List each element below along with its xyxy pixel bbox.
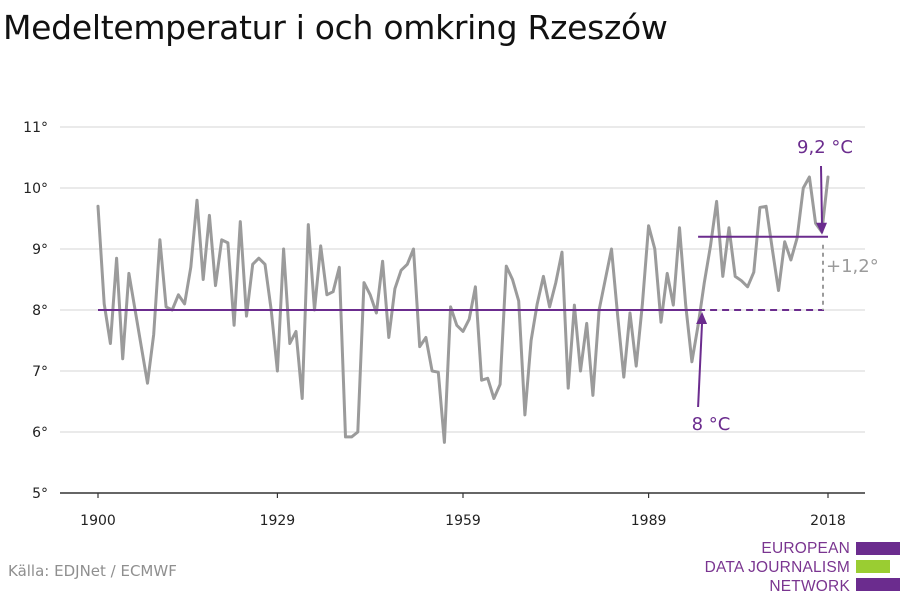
logo-bar-middle xyxy=(856,560,890,573)
arrow-recent-head xyxy=(816,222,827,235)
annotations: 8 °C 9,2 °C +1,2° xyxy=(98,137,879,435)
logo-line-1: EUROPEAN xyxy=(761,540,850,557)
chart-title: Medeltemperatur i och omkring Rzeszów xyxy=(3,8,668,47)
arrow-baseline-head xyxy=(696,312,708,324)
x-axis-ticks: 1900 1929 1959 1989 2018 xyxy=(80,493,846,529)
arrow-recent-shaft xyxy=(820,165,823,225)
x-tick-label: 2018 xyxy=(810,513,846,529)
y-tick-label: 6° xyxy=(32,425,48,441)
delta-label: +1,2° xyxy=(826,256,879,277)
recent-average-label: 9,2 °C xyxy=(797,137,853,158)
logo-line-2: DATA JOURNALISM xyxy=(704,559,850,576)
y-tick-label: 7° xyxy=(32,364,48,380)
edjnet-logo: EUROPEAN DATA JOURNALISM NETWORK xyxy=(700,537,900,597)
x-tick-label: 1900 xyxy=(80,513,116,529)
logo-bar-top xyxy=(856,542,900,555)
logo-line-3: NETWORK xyxy=(769,578,850,595)
y-axis-ticks: 5° 6° 7° 8° 9° 10° 11° xyxy=(23,120,48,502)
y-tick-label: 8° xyxy=(32,303,48,319)
series xyxy=(96,175,830,444)
x-tick-label: 1959 xyxy=(445,513,481,529)
baseline-label: 8 °C xyxy=(692,414,731,435)
x-tick-label: 1929 xyxy=(260,513,296,529)
y-tick-label: 5° xyxy=(32,486,48,502)
arrow-baseline-shaft xyxy=(697,321,704,408)
grid xyxy=(60,126,865,433)
logo-bar-bottom xyxy=(856,578,900,591)
y-tick-label: 10° xyxy=(23,181,48,197)
x-tick-label: 1989 xyxy=(631,513,667,529)
y-tick-label: 9° xyxy=(32,242,48,258)
source-note: Källa: EDJNet / ECMWF xyxy=(8,562,177,580)
temperature-series-line xyxy=(96,175,830,444)
y-tick-label: 11° xyxy=(23,120,48,136)
